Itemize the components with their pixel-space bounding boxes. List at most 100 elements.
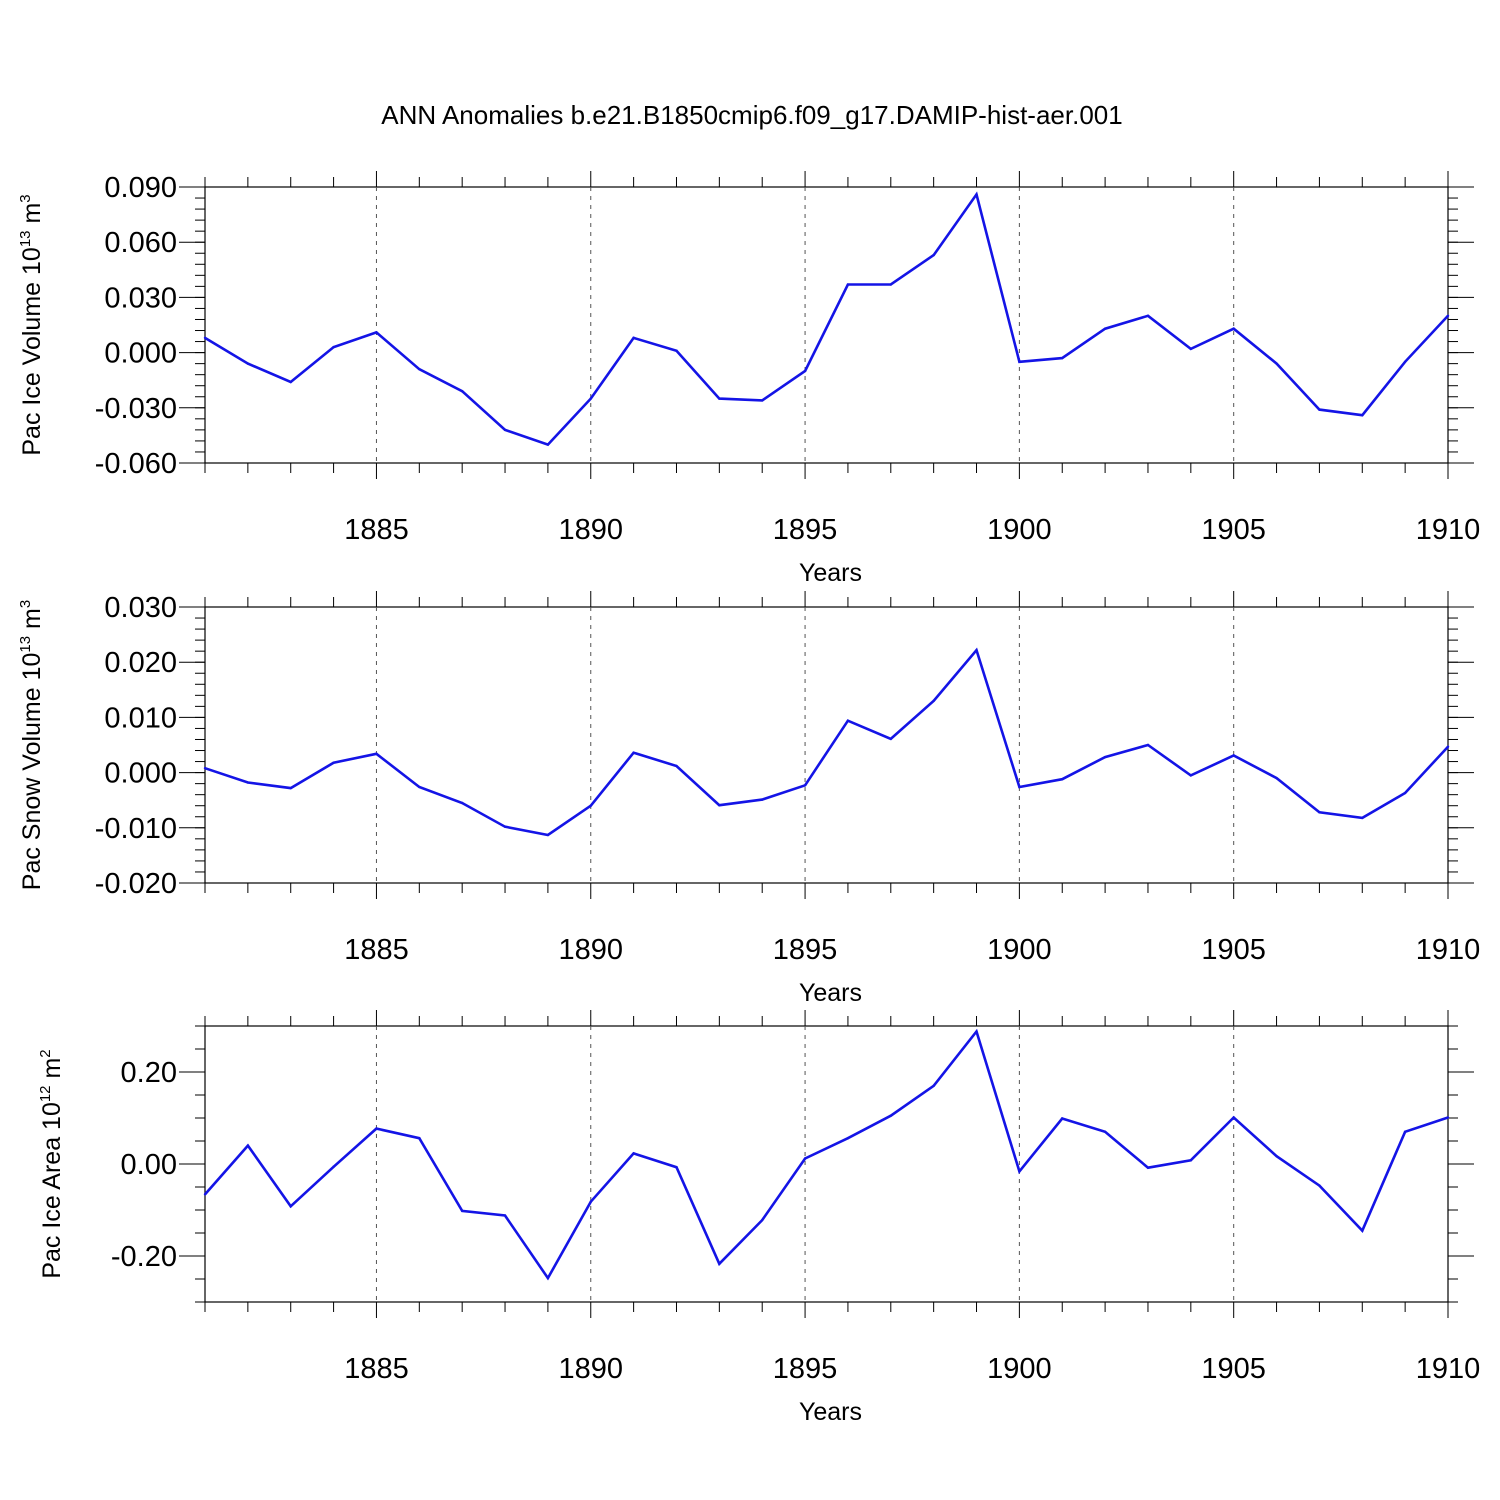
data-point — [289, 786, 292, 790]
data-point — [1318, 1184, 1321, 1187]
data-point — [589, 397, 592, 400]
data-point — [632, 1152, 635, 1155]
data-point — [1318, 408, 1321, 411]
data-point — [1146, 743, 1150, 747]
data-point — [1103, 1130, 1107, 1134]
data-point — [761, 1218, 764, 1222]
data-point — [332, 761, 335, 764]
x-tick-label: 1910 — [1416, 1353, 1481, 1385]
x-tick-label: 1900 — [987, 934, 1052, 966]
x-tick-label: 1900 — [987, 514, 1052, 546]
data-point — [246, 1144, 250, 1147]
data-point — [289, 1205, 292, 1208]
data-point — [546, 1276, 550, 1280]
y-tick-label: 0.090 — [104, 172, 177, 204]
x-axis-label: Years — [799, 979, 862, 1007]
data-point — [418, 785, 421, 789]
data-point — [675, 764, 678, 768]
data-point — [1275, 1154, 1278, 1158]
data-point — [546, 833, 550, 837]
data-point — [803, 784, 807, 787]
data-point — [975, 648, 978, 652]
y-tick-label: 0.20 — [121, 1057, 177, 1089]
y-tick-label: 0.010 — [104, 702, 177, 734]
data-point — [1146, 314, 1150, 317]
data-point — [1189, 347, 1193, 351]
data-point — [1446, 745, 1450, 748]
data-point — [975, 1030, 978, 1033]
data-point — [1061, 1117, 1064, 1120]
data-point — [1018, 1170, 1021, 1173]
data-point — [1403, 360, 1407, 363]
data-point — [932, 253, 935, 257]
chart-panel-3: -0.20 0.00 0.20 1885 1890 1895 1900 1905 1910 Yea… — [37, 1010, 1480, 1426]
series-line — [204, 1028, 1449, 1281]
x-tick-label: 1905 — [1201, 934, 1266, 966]
y-tick-label: -0.20 — [111, 1241, 177, 1273]
data-point — [1018, 785, 1021, 789]
plot-frame — [204, 1025, 1449, 1303]
data-point — [375, 331, 378, 334]
y-tick-label: -0.010 — [95, 813, 177, 845]
data-point — [632, 336, 635, 340]
y-tick-label: 0.00 — [121, 1149, 177, 1181]
series-line — [204, 191, 1449, 447]
data-point — [761, 798, 764, 801]
data-point — [1446, 314, 1450, 317]
data-point — [975, 193, 978, 196]
y-tick-label: 0.000 — [104, 338, 177, 370]
data-point — [932, 699, 935, 703]
x-tick-label: 1895 — [773, 934, 838, 966]
plot-frame — [204, 606, 1449, 884]
y-tick-label: 0.060 — [104, 227, 177, 259]
x-tick-label: 1895 — [773, 514, 838, 546]
y-axis-label: Pac Snow Volume 1013 m3 — [17, 600, 46, 890]
data-point — [1189, 774, 1193, 777]
data-point — [1361, 816, 1364, 820]
plot-frame — [204, 186, 1449, 464]
data-point — [1275, 776, 1278, 780]
y-tick-label: 0.000 — [104, 758, 177, 790]
y-tick-label: 0.030 — [104, 592, 177, 624]
data-point — [460, 801, 464, 805]
data-point — [503, 825, 507, 828]
x-tick-label: 1895 — [773, 1353, 838, 1385]
x-axis-label: Years — [799, 559, 862, 587]
data-point — [418, 1137, 421, 1140]
x-tick-label: 1890 — [559, 1353, 624, 1385]
x-tick-label: 1905 — [1201, 1353, 1266, 1385]
data-point — [1403, 791, 1407, 795]
data-point — [1446, 1116, 1450, 1119]
series-line — [204, 647, 1449, 837]
y-axis-label: Pac Ice Volume 1013 m3 — [17, 194, 46, 455]
chart-panel-2: -0.020 -0.010 0.000 0.010 0.020 0.030 1885 1890… — [17, 591, 1480, 1007]
data-point — [1146, 1166, 1150, 1169]
data-point — [289, 380, 292, 384]
data-point — [418, 367, 421, 371]
x-tick-label: 1900 — [987, 1353, 1052, 1385]
data-point — [332, 345, 335, 349]
data-point — [460, 390, 464, 393]
data-point — [1232, 754, 1235, 757]
data-point — [675, 1166, 678, 1169]
chart-panel-1: -0.060 -0.030 0.000 0.030 0.060 0.090 1885 1890… — [17, 171, 1480, 587]
data-point — [675, 349, 678, 352]
x-tick-label: 1885 — [344, 934, 409, 966]
data-point — [932, 1084, 935, 1088]
y-tick-label: -0.030 — [95, 393, 177, 425]
data-point — [846, 1137, 850, 1140]
data-point — [546, 443, 550, 446]
chart-title: ANN Anomalies b.e21.B1850cmip6.f09_g17.D… — [381, 100, 1122, 130]
data-point — [718, 397, 721, 400]
y-axis-label: Pac Ice Area 1012 m2 — [37, 1049, 66, 1278]
data-point — [589, 1200, 592, 1203]
data-point — [803, 369, 807, 373]
data-point — [503, 428, 507, 432]
data-point — [632, 751, 635, 754]
data-point — [503, 1214, 507, 1217]
data-point — [203, 766, 207, 770]
data-point — [1189, 1159, 1193, 1162]
x-tick-label: 1910 — [1416, 934, 1481, 966]
x-tick-label: 1905 — [1201, 514, 1266, 546]
data-point — [1232, 327, 1235, 330]
